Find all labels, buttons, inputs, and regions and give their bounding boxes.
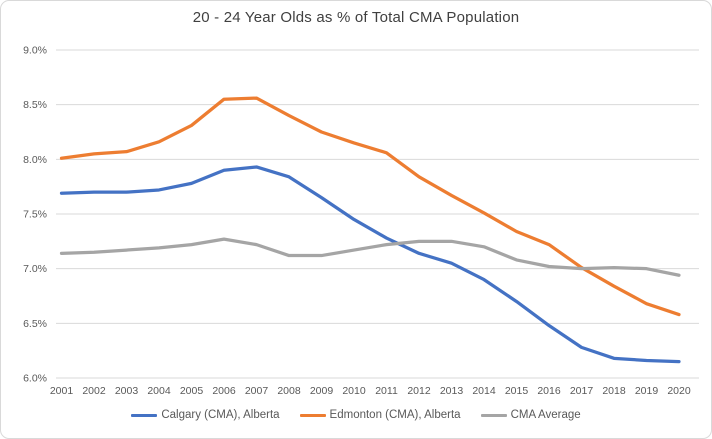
x-axis-tick-label: 2010 — [342, 385, 366, 397]
x-axis-tick-label: 2013 — [440, 385, 464, 397]
x-axis-tick-label: 2003 — [115, 385, 139, 397]
x-axis-tick-label: 2001 — [50, 385, 74, 397]
legend-swatch-edmonton-cma-alberta — [299, 413, 326, 417]
y-axis-tick-label: 6.5% — [23, 318, 47, 330]
legend-item-cma-average: CMA Average — [480, 409, 581, 421]
x-axis-tick-label: 2020 — [667, 385, 691, 397]
chart-title: 20 - 24 Year Olds as % of Total CMA Popu… — [192, 9, 520, 26]
y-axis-tick-label: 9.0% — [23, 45, 47, 57]
x-axis-tick-label: 2015 — [505, 385, 529, 397]
legend-swatch-cma-average — [480, 413, 507, 417]
x-axis-tick-label: 2019 — [635, 385, 659, 397]
legend-item-edmonton-cma-alberta: Edmonton (CMA), Alberta — [299, 409, 461, 421]
x-axis-tick-label: 2006 — [212, 385, 236, 397]
legend-label: Calgary (CMA), Alberta — [161, 409, 280, 421]
x-axis-tick-label: 2018 — [602, 385, 626, 397]
x-axis-tick-label: 2007 — [245, 385, 269, 397]
x-axis-tick-label: 2004 — [147, 385, 171, 397]
legend-swatch-calgary-cma-alberta — [131, 413, 158, 417]
x-axis-tick-label: 2017 — [570, 385, 594, 397]
x-axis-tick-label: 2014 — [472, 385, 496, 397]
y-axis-tick-label: 6.0% — [23, 373, 47, 385]
chart-legend: Calgary (CMA), Alberta Edmonton (CMA), Al… — [1, 409, 711, 421]
series-line-cma-average — [59, 237, 681, 277]
legend-label: Edmonton (CMA), Alberta — [329, 409, 461, 421]
x-axis-tick-label: 2012 — [407, 385, 431, 397]
x-axis-tick-label: 2009 — [310, 385, 334, 397]
y-axis-tick-label: 8.5% — [23, 99, 47, 111]
x-axis-tick-label: 2008 — [277, 385, 301, 397]
y-axis-tick-label: 7.5% — [23, 209, 47, 221]
y-axis-tick-label: 7.0% — [23, 263, 47, 275]
x-axis-tick-label: 2011 — [375, 385, 398, 397]
legend-label: CMA Average — [510, 409, 581, 421]
series-line-edmonton-cma-alberta — [59, 96, 681, 317]
x-axis-tick-label: 2005 — [180, 385, 204, 397]
x-axis-tick-label: 2002 — [82, 385, 106, 397]
legend-item-calgary-cma-alberta: Calgary (CMA), Alberta — [131, 409, 280, 421]
series-line-calgary-cma-alberta — [59, 165, 681, 364]
x-axis-tick-label: 2016 — [537, 385, 561, 397]
y-axis-tick-label: 8.0% — [23, 154, 47, 166]
